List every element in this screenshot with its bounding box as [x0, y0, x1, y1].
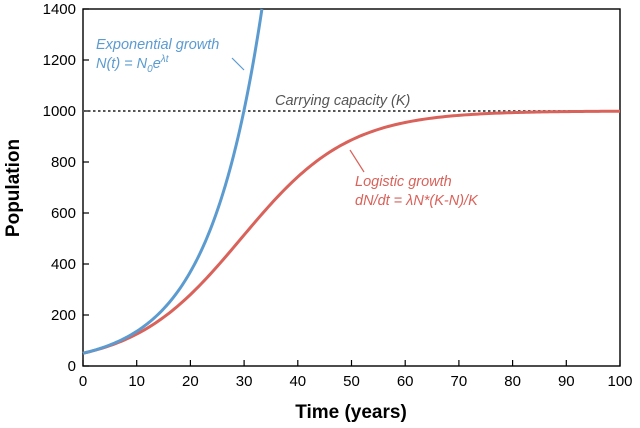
axis-ticks: 0 10 20 30 40 50 60 70 80 90 100020040060080010001…	[43, 1, 633, 390]
x-tick-label: 40	[289, 373, 306, 390]
x-tick-label: 100	[607, 373, 632, 390]
x-axis-title: Time (years)	[295, 402, 407, 423]
annotations: Carrying capacity (K) Exponential growth…	[96, 37, 479, 209]
logistic-growth-label: Logistic growth	[355, 174, 452, 190]
y-tick-label: 1200	[43, 52, 76, 69]
x-tick-label: 10	[128, 373, 145, 390]
y-tick-label: 0	[68, 358, 76, 375]
exp-formula-prefix: N(t) = N	[96, 56, 148, 72]
carrying-capacity-label: Carrying capacity (K)	[275, 93, 410, 109]
x-tick-label: 60	[397, 373, 414, 390]
exponential-pointer-line	[231, 57, 245, 71]
exp-formula-subscript: 0	[147, 64, 153, 75]
y-tick-label: 600	[51, 205, 76, 222]
y-tick-label: 1400	[43, 1, 76, 18]
exponential-growth-label: Exponential growth	[96, 37, 219, 53]
logistic-formula-label: dN/dt = λN*(K-N)/K	[355, 193, 479, 209]
exponential-growth-line	[82, 8, 264, 355]
x-tick-label: 70	[451, 373, 468, 390]
logistic-pointer-line	[349, 149, 365, 173]
x-tick-label: 0	[79, 373, 87, 390]
x-tick-label: 50	[343, 373, 360, 390]
x-tick-label: 30	[236, 373, 253, 390]
exp-formula-base: e	[153, 56, 161, 72]
x-tick-label: 20	[182, 373, 199, 390]
exp-formula-superscript: λt	[160, 54, 170, 65]
y-tick-label: 1000	[43, 103, 76, 120]
y-tick-label: 800	[51, 154, 76, 171]
exponential-formula-label: N(t) = N0eλt	[96, 54, 170, 75]
x-tick-label: 80	[504, 373, 521, 390]
y-tick-label: 200	[51, 307, 76, 324]
logistic-growth-line	[82, 109, 621, 355]
y-tick-label: 400	[51, 256, 76, 273]
x-tick-label: 90	[558, 373, 575, 390]
y-axis-title: Population	[3, 139, 24, 237]
